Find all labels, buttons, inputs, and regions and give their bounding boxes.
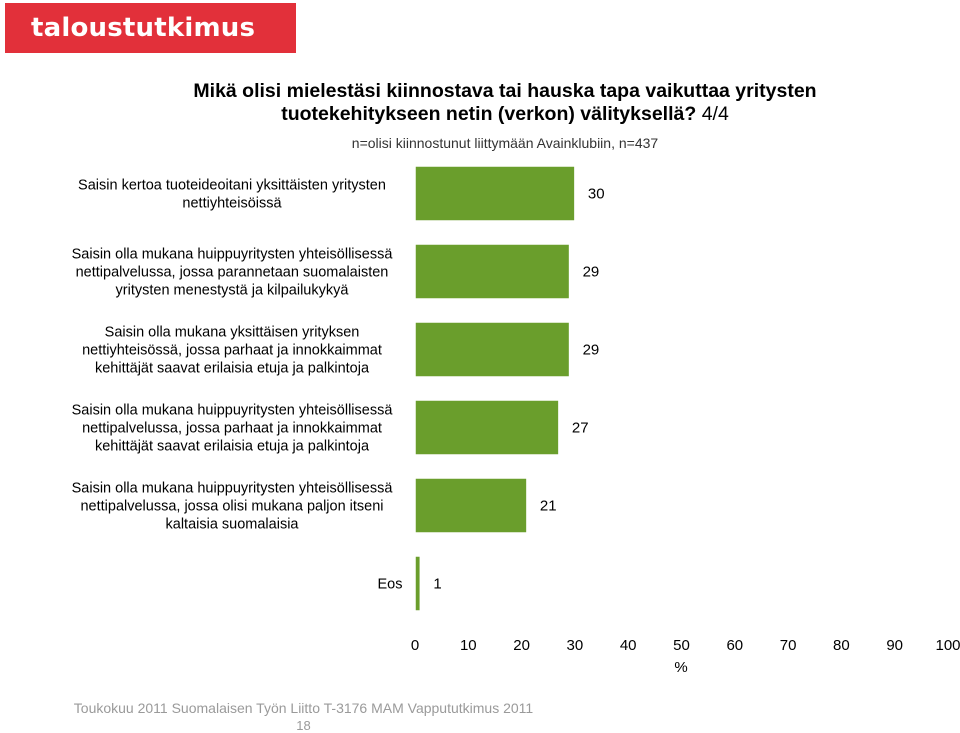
bar-0 (414, 165, 576, 222)
bar-2 (414, 321, 571, 378)
category-label-line: kehittäjät saavat erilaisia etuja ja pal… (95, 439, 370, 455)
bar-5 (414, 555, 422, 612)
x-tick-7: 70 (780, 637, 797, 654)
x-tick-10: 100 (935, 637, 960, 654)
category-label-5: Eos (378, 577, 403, 593)
category-label-4: Saisin olla mukana huippuyritysten yhtei… (72, 481, 394, 533)
category-label-1: Saisin olla mukana huippuyritysten yhtei… (72, 247, 394, 299)
x-tick-3: 30 (567, 637, 584, 654)
category-label-line: Eos (378, 577, 403, 593)
x-tick-5: 50 (673, 637, 690, 654)
page-number: 18 (296, 718, 311, 733)
bar-1 (414, 243, 571, 300)
category-label-line: nettipalvelussa, jossa parhaat ja innokk… (82, 421, 382, 437)
category-label-line: yritysten menestystä ja kilpailukykyä (116, 283, 350, 299)
bar-chart: Saisin kertoa tuoteideoitani yksittäiste… (72, 165, 960, 676)
footer-source: Toukokuu 2011 Suomalaisen Työn Liitto T-… (73, 700, 534, 716)
category-label-line: nettipalvelussa, jossa olisi mukana palj… (80, 499, 383, 515)
value-label-2: 29 (583, 342, 600, 359)
company-logo: taloustutkimus oy (5, 3, 296, 93)
value-label-0: 30 (588, 186, 605, 203)
value-label-5: 1 (433, 576, 441, 593)
chart-title-line2: tuotekehitykseen netin (verkon) välityks… (150, 103, 860, 126)
value-labels: 30 29 29 27 21 1 (433, 186, 604, 593)
chart-subtitle: n=olisi kiinnostunut liittymään Avainklu… (351, 135, 659, 151)
x-tick-9: 90 (886, 637, 903, 654)
value-label-1: 29 (583, 264, 600, 281)
chart-title-line1: Mikä olisi mielestäsi kiinnostava tai ha… (193, 80, 817, 102)
category-label-line: Saisin olla mukana huippuyritysten yhtei… (72, 481, 394, 497)
category-label-0: Saisin kertoa tuoteideoitani yksittäiste… (78, 178, 386, 212)
category-label-3: Saisin olla mukana huippuyritysten yhtei… (72, 403, 394, 455)
x-axis-label: % (674, 659, 687, 676)
chart-title-line2-main: tuotekehitykseen netin (verkon) välityks… (281, 103, 697, 125)
x-tick-4: 40 (620, 637, 637, 654)
category-label-line: Saisin olla mukana yksittäisen yrityksen (105, 325, 360, 341)
x-axis-ticks: 0 10 20 30 40 50 60 70 80 90 100 (411, 637, 960, 654)
bars (414, 165, 576, 612)
bar-4 (414, 477, 528, 534)
category-label-line: nettipalvelussa, jossa parannetaan suoma… (76, 265, 389, 281)
category-labels: Saisin kertoa tuoteideoitani yksittäiste… (72, 178, 403, 593)
category-label-line: kehittäjät saavat erilaisia etuja ja pal… (95, 361, 370, 377)
bar-3 (414, 399, 560, 456)
x-tick-1: 10 (460, 637, 477, 654)
category-label-line: Saisin olla mukana huippuyritysten yhtei… (72, 247, 394, 263)
value-label-3: 27 (572, 420, 589, 437)
x-tick-0: 0 (411, 637, 419, 654)
category-label-line: kaltaisia suomalaisia (166, 517, 300, 533)
x-tick-6: 60 (726, 637, 743, 654)
category-label-2: Saisin olla mukana yksittäisen yrityksen… (82, 325, 382, 377)
page-counter: 4/4 (701, 103, 729, 125)
x-tick-2: 20 (513, 637, 530, 654)
category-label-line: Saisin olla mukana huippuyritysten yhtei… (72, 403, 394, 419)
x-tick-8: 80 (833, 637, 850, 654)
category-label-line: nettiyhteisöissä (182, 196, 282, 212)
value-label-4: 21 (540, 498, 557, 515)
category-label-line: Saisin kertoa tuoteideoitani yksittäiste… (78, 178, 386, 194)
category-label-line: nettiyhteisössä, jossa parhaat ja innokk… (82, 343, 382, 359)
